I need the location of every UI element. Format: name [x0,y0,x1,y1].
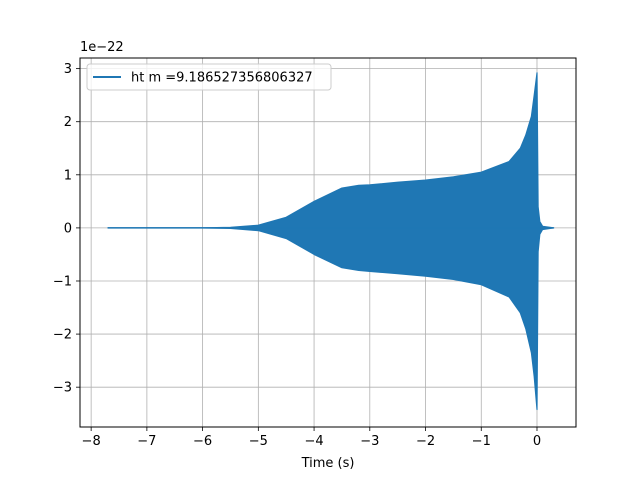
x-tick-label: −2 [416,434,435,449]
x-tick-label: −6 [193,434,212,449]
legend-box [86,63,332,91]
x-tick-label: −3 [360,434,379,449]
y-tick-label: 2 [64,115,72,130]
y-tick-label: −1 [53,274,72,289]
x-axis-label: Time (s) [301,456,355,471]
y-tick-label: −3 [53,381,72,396]
plot-layer [107,72,555,411]
legend: ht m =9.186527356806327 [86,63,332,91]
y-tick-label: 1 [64,168,72,183]
y-scale-label: 1e−22 [80,40,124,55]
y-tick-label: −2 [53,328,72,343]
tick-layer: −8 −7 −6 −5 −4 −3 −2 −1 0 −3 −2 −1 0 1 2 3 [53,62,541,449]
legend-label: ht m =9.186527356806327 [131,71,313,86]
x-tick-label: 0 [533,434,541,449]
y-tick-label: 0 [64,221,72,236]
x-tick-label: −8 [82,434,101,449]
plot-frame [79,57,577,428]
x-tick-label: −1 [472,434,491,449]
x-tick-label: −7 [137,434,156,449]
y-tick-label: 3 [64,62,72,77]
x-tick-label: −5 [249,434,268,449]
x-tick-label: −4 [304,434,323,449]
